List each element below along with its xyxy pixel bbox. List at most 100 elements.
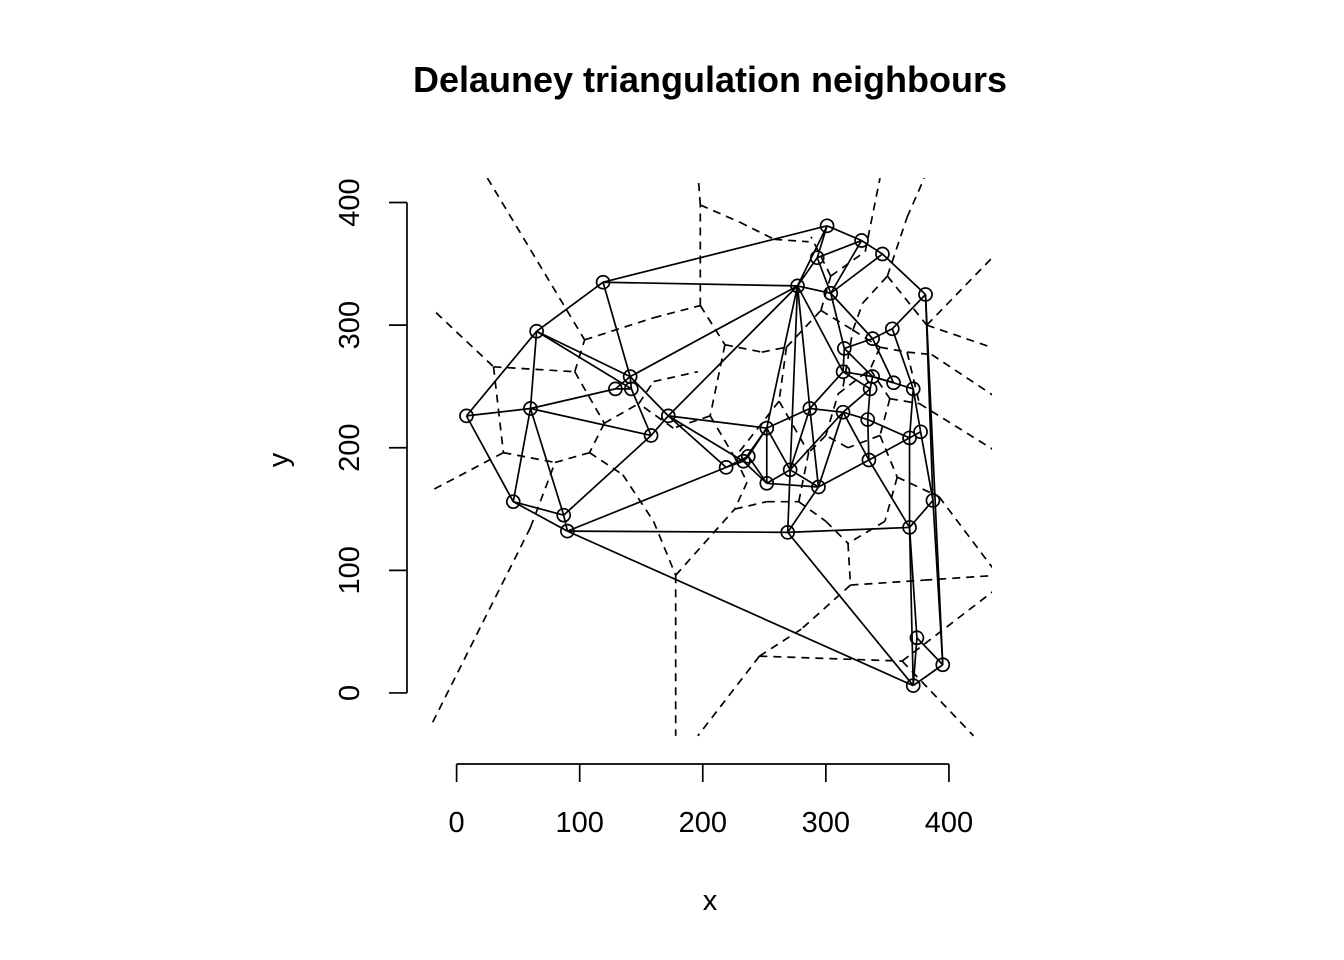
delaunay-edge: [809, 371, 844, 410]
delaunay-edge: [512, 408, 532, 502]
voronoi-edge: [896, 476, 940, 498]
data-point: [811, 479, 826, 495]
voronoi-edge: [653, 370, 699, 383]
data-point: [835, 364, 851, 380]
data-point: [740, 448, 756, 464]
voronoi-edge: [697, 178, 702, 206]
delaunay-edge: [562, 514, 569, 532]
data-point: [902, 430, 917, 446]
voronoi-edge: [918, 402, 992, 450]
voronoi-edge: [734, 500, 767, 510]
data-point: [902, 520, 917, 535]
delaunay-edge: [796, 225, 828, 287]
data-point: [595, 274, 611, 290]
delaunay-edge: [826, 225, 862, 242]
voronoi-edge: [699, 204, 741, 223]
voronoi-edge: [432, 451, 504, 492]
y-axis-label: y: [263, 452, 295, 467]
data-point: [875, 246, 890, 262]
delaunay-edge: [465, 415, 514, 503]
delaunay-edge: [809, 408, 820, 488]
delaunay-edge: [466, 407, 531, 417]
delaunay-edge: [891, 293, 927, 330]
voronoi-edge: [847, 434, 881, 449]
delaunay-edge: [747, 427, 768, 457]
voronoi-edge: [837, 368, 871, 395]
voronoi-edge: [820, 275, 832, 311]
voronoi-edge: [869, 368, 891, 400]
voronoi-edge: [486, 178, 586, 341]
x-tick-label: 400: [925, 807, 973, 839]
delaunay-edge: [916, 637, 944, 666]
voronoi-edge: [761, 400, 780, 424]
voronoi-edge: [778, 400, 810, 454]
delaunay-edge: [842, 411, 868, 421]
delaunay-edge: [567, 530, 788, 534]
data-point: [529, 323, 544, 339]
data-point: [913, 424, 928, 440]
delaunay-edge: [786, 469, 792, 533]
voronoi-edge: [739, 221, 775, 241]
delaunay-edge: [786, 486, 820, 533]
x-tick-label: 100: [555, 807, 603, 839]
voronoi-edge: [638, 402, 674, 429]
x-axis-label: x: [703, 885, 718, 917]
delaunay-edge: [842, 411, 870, 461]
delaunay-edge: [789, 285, 799, 470]
voronoi-edge: [584, 316, 654, 341]
voronoi-edge: [852, 302, 864, 331]
data-point: [624, 381, 639, 397]
delaunay-edge: [614, 375, 631, 390]
y-tick-label: 400: [334, 178, 366, 226]
data-point: [782, 462, 798, 478]
data-point: [809, 250, 825, 266]
data-point: [886, 375, 901, 391]
voronoi-edge: [554, 451, 590, 464]
voronoi-edge: [588, 422, 606, 454]
voronoi-edge: [800, 584, 852, 630]
voronoi-edge: [709, 344, 726, 417]
y-tick-label: 100: [334, 546, 366, 594]
voronoi-edge: [924, 574, 992, 582]
delaunay-edge: [816, 225, 828, 258]
voronoi-edge: [432, 307, 495, 368]
delaunay-edge: [650, 415, 669, 437]
voronoi-edge: [785, 309, 822, 348]
voronoi-tessellation: [432, 178, 992, 737]
voronoi-edge: [652, 520, 677, 576]
voronoi-edge: [889, 397, 920, 405]
voronoi-edge: [906, 178, 926, 218]
voronoi-edge: [884, 476, 899, 522]
voronoi-edge: [603, 402, 640, 424]
delaunay-edge: [630, 388, 652, 436]
data-point: [935, 657, 951, 673]
data-point: [865, 331, 880, 346]
delaunay-edge: [766, 407, 811, 429]
voronoi-edge: [926, 324, 992, 349]
delaunay-edge: [919, 431, 934, 501]
delaunay-edge: [872, 328, 893, 340]
data-point: [505, 494, 521, 510]
delaunay-edge: [567, 466, 727, 532]
voronoi-edge: [926, 256, 992, 326]
delaunay-edge: [667, 415, 744, 462]
data-point: [718, 460, 734, 475]
voronoi-edge: [724, 343, 763, 353]
delaunay-edge: [844, 337, 873, 350]
delaunay-edge: [667, 415, 727, 468]
delaunay-edge: [867, 418, 910, 439]
voronoi-edge: [938, 496, 992, 569]
voronoi-edge: [862, 275, 889, 304]
voronoi-edge: [879, 346, 908, 353]
delaunay-edge: [465, 330, 538, 417]
voronoi-edge: [906, 351, 921, 404]
delaunay-edge: [891, 328, 915, 390]
voronoi-edge: [733, 481, 748, 510]
data-point: [523, 401, 538, 416]
delaunay-edge: [908, 527, 915, 686]
voronoi-edge: [697, 655, 761, 737]
voronoi-edge: [622, 474, 655, 522]
x-tick-label: 300: [802, 807, 850, 839]
delaunay-edge: [789, 411, 844, 471]
